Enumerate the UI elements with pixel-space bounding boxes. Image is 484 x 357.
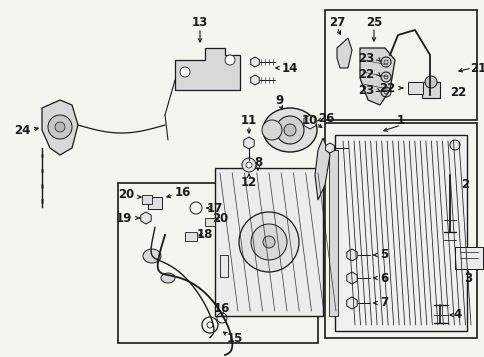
Text: 7: 7 <box>379 297 387 310</box>
Text: 3: 3 <box>463 272 471 285</box>
Text: 5: 5 <box>379 248 387 261</box>
Ellipse shape <box>143 249 161 263</box>
Bar <box>205 218 214 226</box>
Text: 19: 19 <box>115 211 132 225</box>
Bar <box>407 82 422 94</box>
Text: 20: 20 <box>212 211 227 225</box>
Circle shape <box>242 158 256 172</box>
Text: 23: 23 <box>357 51 373 65</box>
Text: 15: 15 <box>227 332 242 345</box>
Text: 1: 1 <box>396 114 404 126</box>
Text: 22: 22 <box>378 81 394 95</box>
Text: 10: 10 <box>301 114 318 126</box>
Bar <box>421 82 439 98</box>
Text: 14: 14 <box>281 61 298 75</box>
Bar <box>220 255 227 277</box>
Text: 20: 20 <box>118 188 134 201</box>
Bar <box>334 135 466 331</box>
Text: 16: 16 <box>213 302 230 315</box>
Text: 17: 17 <box>207 201 223 215</box>
Circle shape <box>225 55 235 65</box>
Circle shape <box>275 116 303 144</box>
Text: 23: 23 <box>357 84 373 96</box>
Circle shape <box>245 162 252 168</box>
Text: 16: 16 <box>175 186 191 198</box>
Text: 26: 26 <box>317 111 333 125</box>
Text: 12: 12 <box>241 176 257 188</box>
Text: 2: 2 <box>460 178 468 191</box>
Text: 9: 9 <box>275 94 284 106</box>
Polygon shape <box>42 100 78 155</box>
Text: 21: 21 <box>469 61 484 75</box>
Circle shape <box>239 212 298 272</box>
Polygon shape <box>336 38 351 68</box>
Circle shape <box>48 115 72 139</box>
Text: 11: 11 <box>241 114 257 126</box>
Ellipse shape <box>161 273 175 283</box>
Circle shape <box>55 122 65 132</box>
Text: 25: 25 <box>365 15 381 29</box>
Text: 24: 24 <box>14 124 30 136</box>
Bar <box>184 232 197 241</box>
Text: 6: 6 <box>379 272 387 285</box>
Ellipse shape <box>262 108 317 152</box>
Text: 13: 13 <box>192 15 208 29</box>
Polygon shape <box>359 48 394 105</box>
Bar <box>148 197 162 209</box>
Text: 22: 22 <box>449 85 465 99</box>
Circle shape <box>262 236 274 248</box>
Bar <box>328 150 337 316</box>
Bar <box>324 123 476 338</box>
Circle shape <box>251 224 287 260</box>
Bar <box>142 195 151 204</box>
Polygon shape <box>314 138 329 200</box>
Circle shape <box>449 140 459 150</box>
Bar <box>118 183 318 343</box>
Circle shape <box>261 120 281 140</box>
Text: 22: 22 <box>357 67 373 80</box>
Text: 18: 18 <box>197 228 213 241</box>
Text: 27: 27 <box>328 15 345 29</box>
Bar <box>214 168 322 316</box>
Bar <box>324 10 476 120</box>
Circle shape <box>424 76 436 88</box>
Circle shape <box>284 124 295 136</box>
Polygon shape <box>175 48 240 90</box>
Circle shape <box>180 67 190 77</box>
Text: 8: 8 <box>253 156 261 170</box>
Bar <box>454 247 482 269</box>
Text: 4: 4 <box>453 308 461 322</box>
